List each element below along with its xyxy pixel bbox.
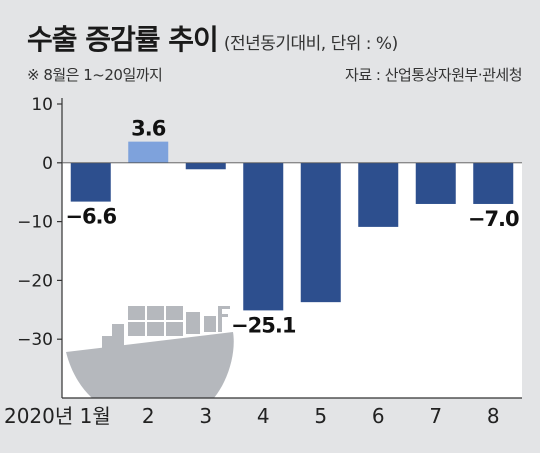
bar-5 bbox=[300, 162, 341, 303]
x-tick-label: 5 bbox=[314, 404, 327, 428]
x-tick-label: 8 bbox=[487, 404, 500, 428]
x-tick-label: 2 bbox=[142, 404, 155, 428]
bars bbox=[70, 141, 514, 311]
title-row: 수출 증감률 추이 (전년동기대비, 단위 : %) bbox=[27, 18, 398, 58]
bar-4 bbox=[243, 162, 284, 311]
x-tick-label: 4 bbox=[257, 404, 270, 428]
y-tick-label: −10 bbox=[17, 213, 53, 233]
x-axis: 2020년 1월 2 3 4 5 6 7 8 bbox=[4, 162, 522, 428]
bar-1 bbox=[70, 162, 111, 202]
bar-7 bbox=[415, 162, 456, 204]
cargo-ship-icon bbox=[66, 306, 234, 398]
bar-2 bbox=[128, 141, 169, 163]
footnote: ※ 8월은 1~20일까지 bbox=[27, 66, 163, 84]
x-tick-label: 3 bbox=[199, 404, 212, 428]
source-credit: 자료 : 산업통상자원부·관세청 bbox=[345, 66, 522, 84]
bar-3 bbox=[185, 162, 226, 170]
data-label: −25.1 bbox=[231, 313, 296, 337]
x-tick-label: 7 bbox=[429, 404, 442, 428]
data-labels: −6.6 3.6 −25.1 −7.0 bbox=[65, 117, 520, 338]
y-tick-label: 0 bbox=[42, 154, 53, 174]
data-label: −6.6 bbox=[65, 205, 116, 229]
bar-8 bbox=[473, 162, 514, 204]
x-tick-label: 6 bbox=[372, 404, 385, 428]
data-label: −7.0 bbox=[468, 207, 519, 231]
y-axis: 10 0 −10 −20 −30 bbox=[17, 95, 63, 398]
y-tick-label: −30 bbox=[17, 330, 53, 350]
bar-6 bbox=[358, 162, 399, 227]
chart-title: 수출 증감률 추이 bbox=[27, 23, 219, 56]
y-tick-label: −20 bbox=[17, 271, 53, 291]
data-label: 3.6 bbox=[131, 117, 166, 141]
y-tick-label: 10 bbox=[31, 95, 53, 115]
x-tick-label: 2020년 1월 bbox=[4, 404, 111, 428]
unit-note: (전년동기대비, 단위 : %) bbox=[223, 34, 398, 54]
